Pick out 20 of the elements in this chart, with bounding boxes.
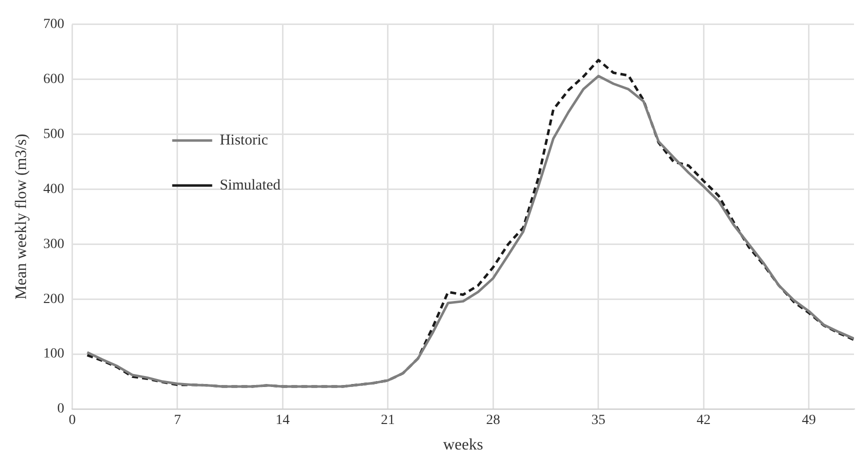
- x-axis-title: weeks: [443, 436, 484, 454]
- x-tick-label: 14: [276, 413, 290, 428]
- y-tick-label: 300: [43, 236, 64, 252]
- x-tick-label: 49: [802, 413, 816, 428]
- y-axis-title: Mean weekly flow (m3/s): [12, 134, 30, 300]
- y-tick-label: 0: [57, 402, 64, 417]
- y-tick-label: 200: [43, 292, 64, 307]
- legend-label: Historic: [220, 132, 268, 148]
- x-tick-label: 7: [174, 413, 181, 428]
- x-tick-label: 42: [696, 413, 711, 428]
- x-tick-label: 35: [591, 413, 606, 428]
- x-tick-label: 0: [68, 413, 76, 428]
- y-tick-label: 500: [43, 126, 64, 142]
- x-tick-label: 28: [486, 413, 500, 428]
- y-tick-label: 600: [43, 72, 64, 88]
- y-tick-label: 400: [43, 182, 64, 197]
- x-tick-label: 21: [380, 413, 395, 428]
- legend-label: Simulated: [220, 177, 282, 194]
- y-tick-label: 700: [43, 17, 64, 32]
- y-tick-label: 100: [43, 346, 64, 362]
